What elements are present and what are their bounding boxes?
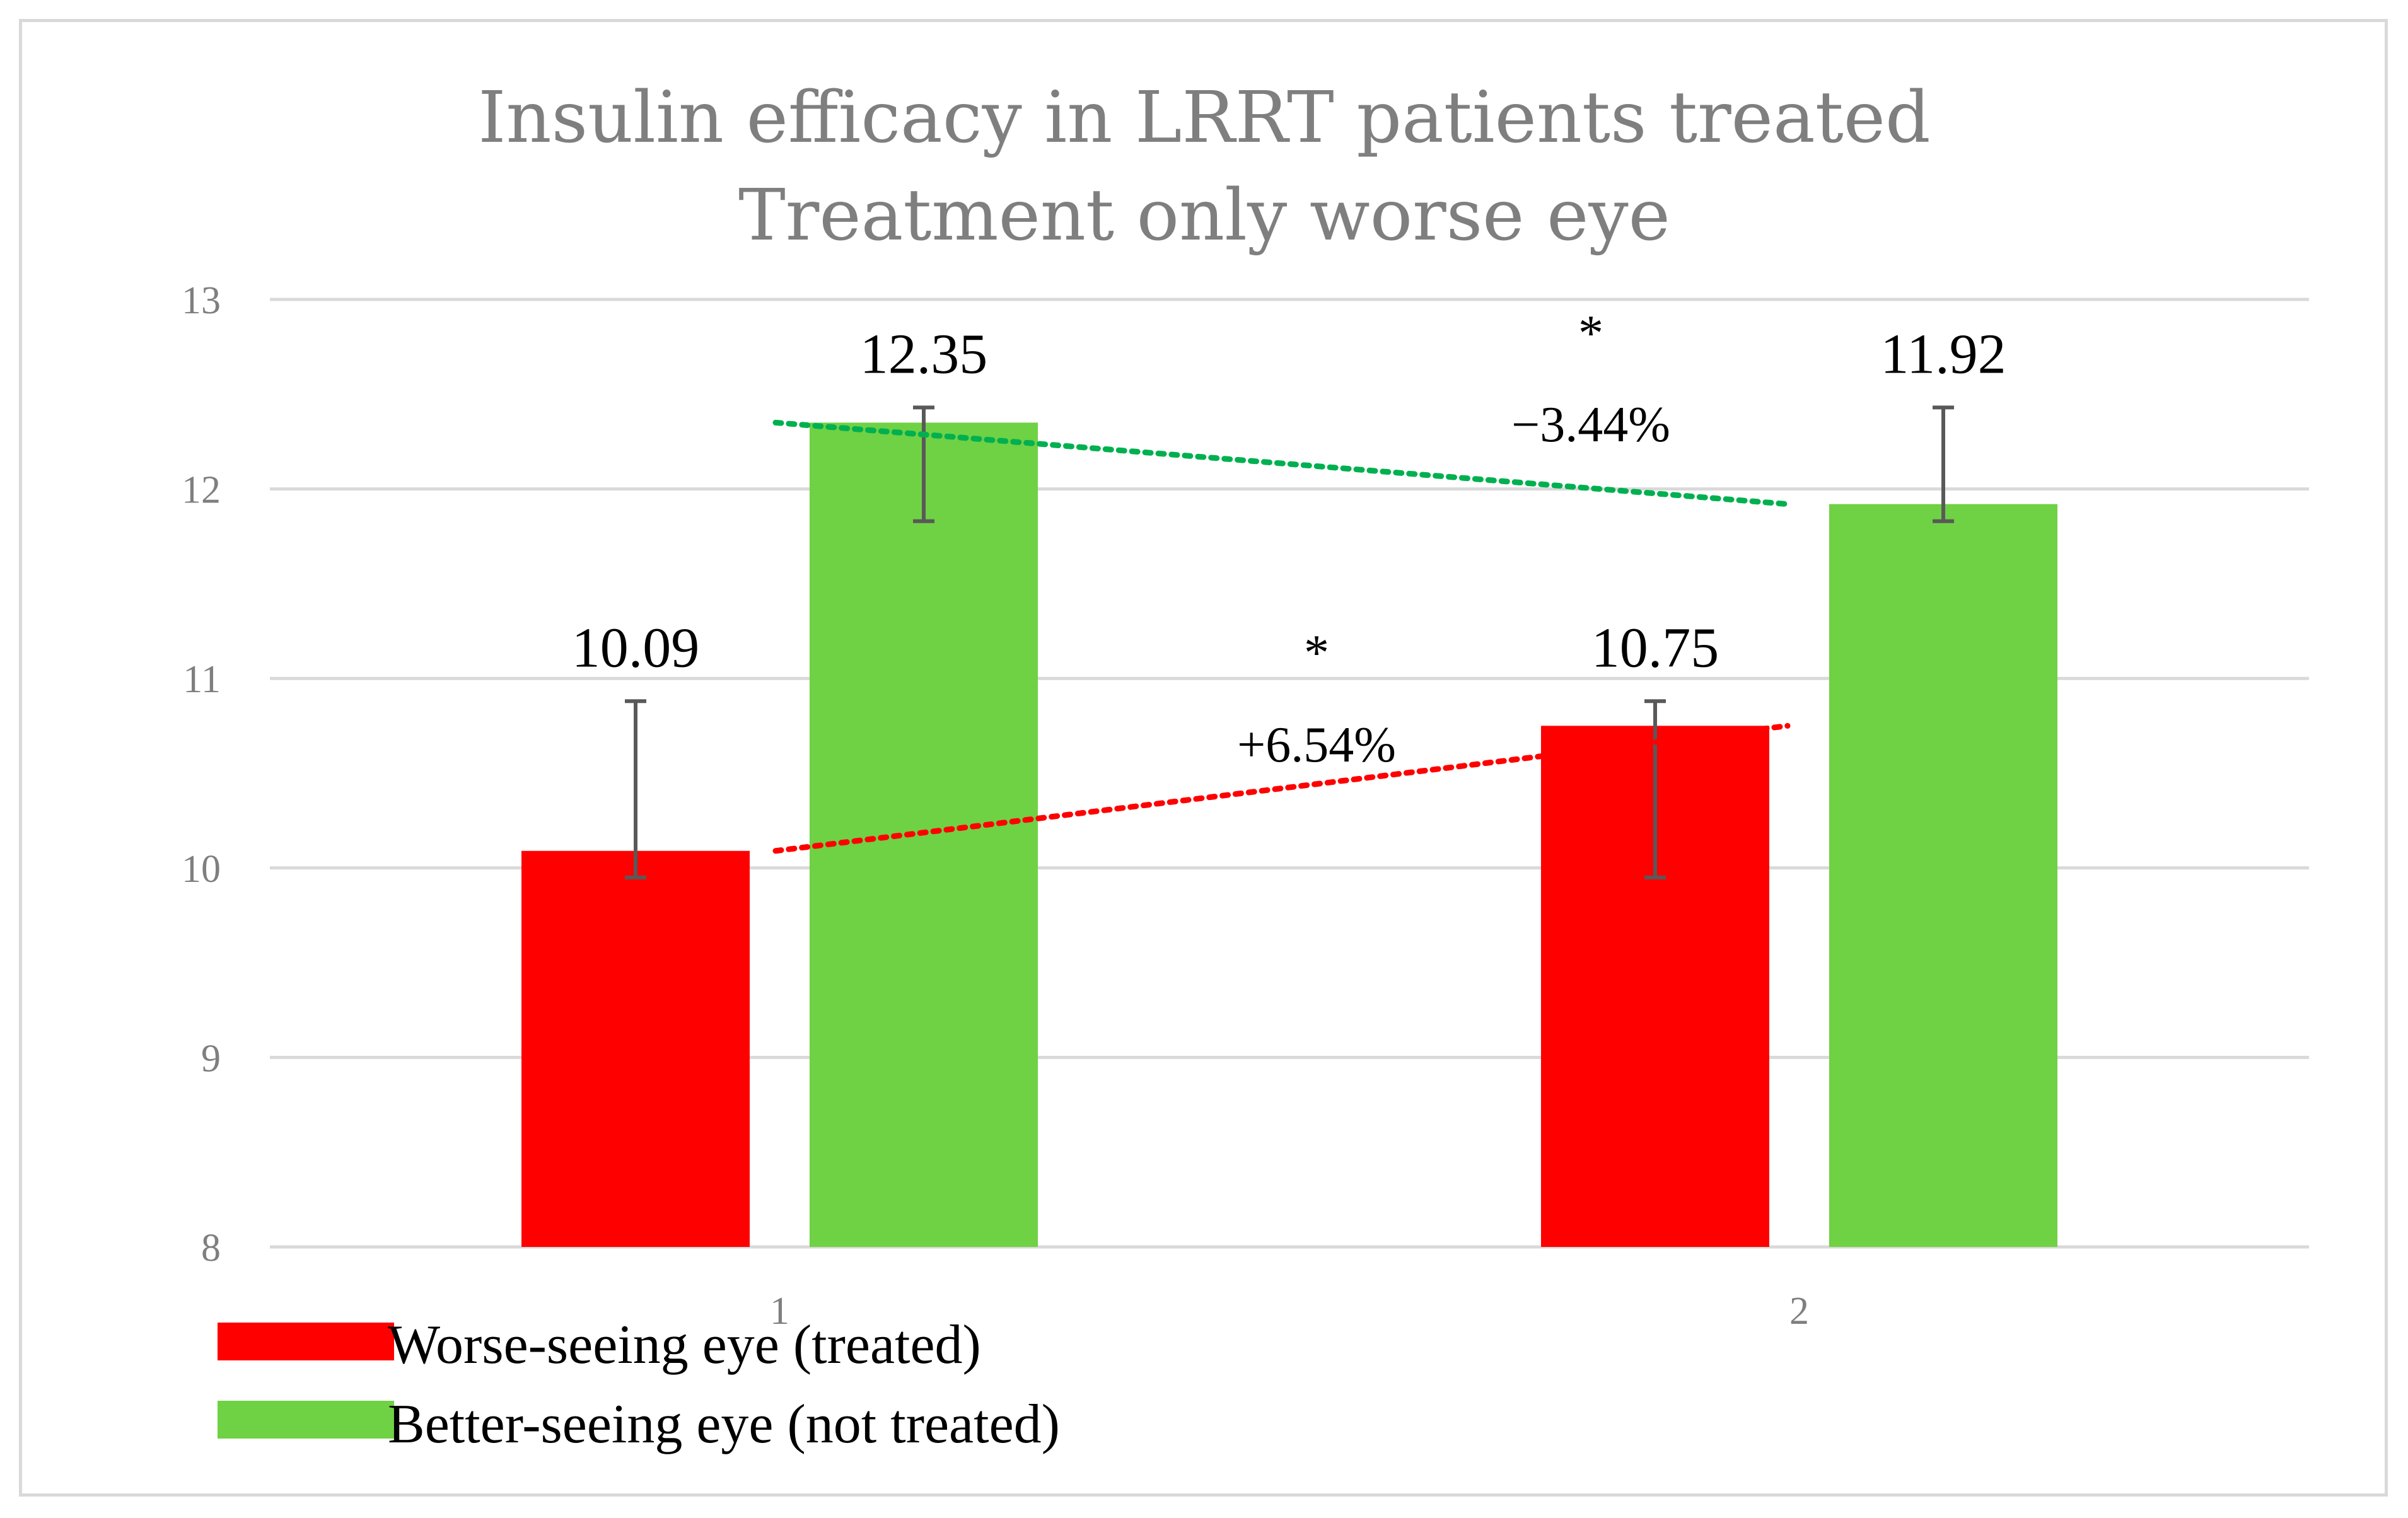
legend-label-better-eye: Better-seeing eye (not treated) [388,1394,1060,1455]
chart-title-line-2: Treatment only worse eye [738,175,1670,257]
error-bar [1644,699,1666,879]
data-label: 11.92 [1880,323,2006,385]
data-label: 12.35 [860,323,988,385]
y-axis-ticks: 8 9 10 11 12 13 [182,279,221,1270]
percent-change-label: −3.44% [1511,397,1670,453]
trendline-better [772,419,1791,507]
y-tick-label: 12 [182,469,221,512]
y-tick-label: 9 [201,1037,221,1080]
error-bar [1933,405,1954,523]
significance-star: * [1304,625,1329,681]
trendlines: * +6.54% * −3.44% [772,306,1791,854]
chart-title-line-1: Insulin efficacy in LRRT patients treate… [478,77,1930,159]
percent-change-label: +6.54% [1237,717,1396,773]
data-label: 10.75 [1591,617,1719,679]
significance-star: * [1578,306,1603,361]
y-tick-label: 13 [182,279,221,322]
x-tick-label: 1 [770,1290,789,1333]
legend-swatch-better-eye [218,1401,394,1439]
bar-worse-1 [521,850,750,1247]
x-tick-label: 2 [1789,1290,1809,1333]
error-bars [625,405,1954,879]
legend: Worse-seeing eye (treated) Better-seeing… [218,1314,1060,1455]
legend-label-worse-eye: Worse-seeing eye (treated) [388,1314,981,1376]
bar-better-2 [1829,504,2057,1248]
bars [521,422,2057,1248]
trendline-worse [772,722,1791,854]
data-labels: 10.09 10.75 12.35 11.92 [572,323,2006,679]
y-tick-label: 11 [183,658,221,701]
y-tick-label: 8 [201,1227,221,1270]
error-bar [913,405,934,523]
legend-swatch-worse-eye [218,1323,394,1360]
error-bar [625,699,646,879]
y-tick-label: 10 [182,848,221,891]
data-label: 10.09 [572,617,700,679]
